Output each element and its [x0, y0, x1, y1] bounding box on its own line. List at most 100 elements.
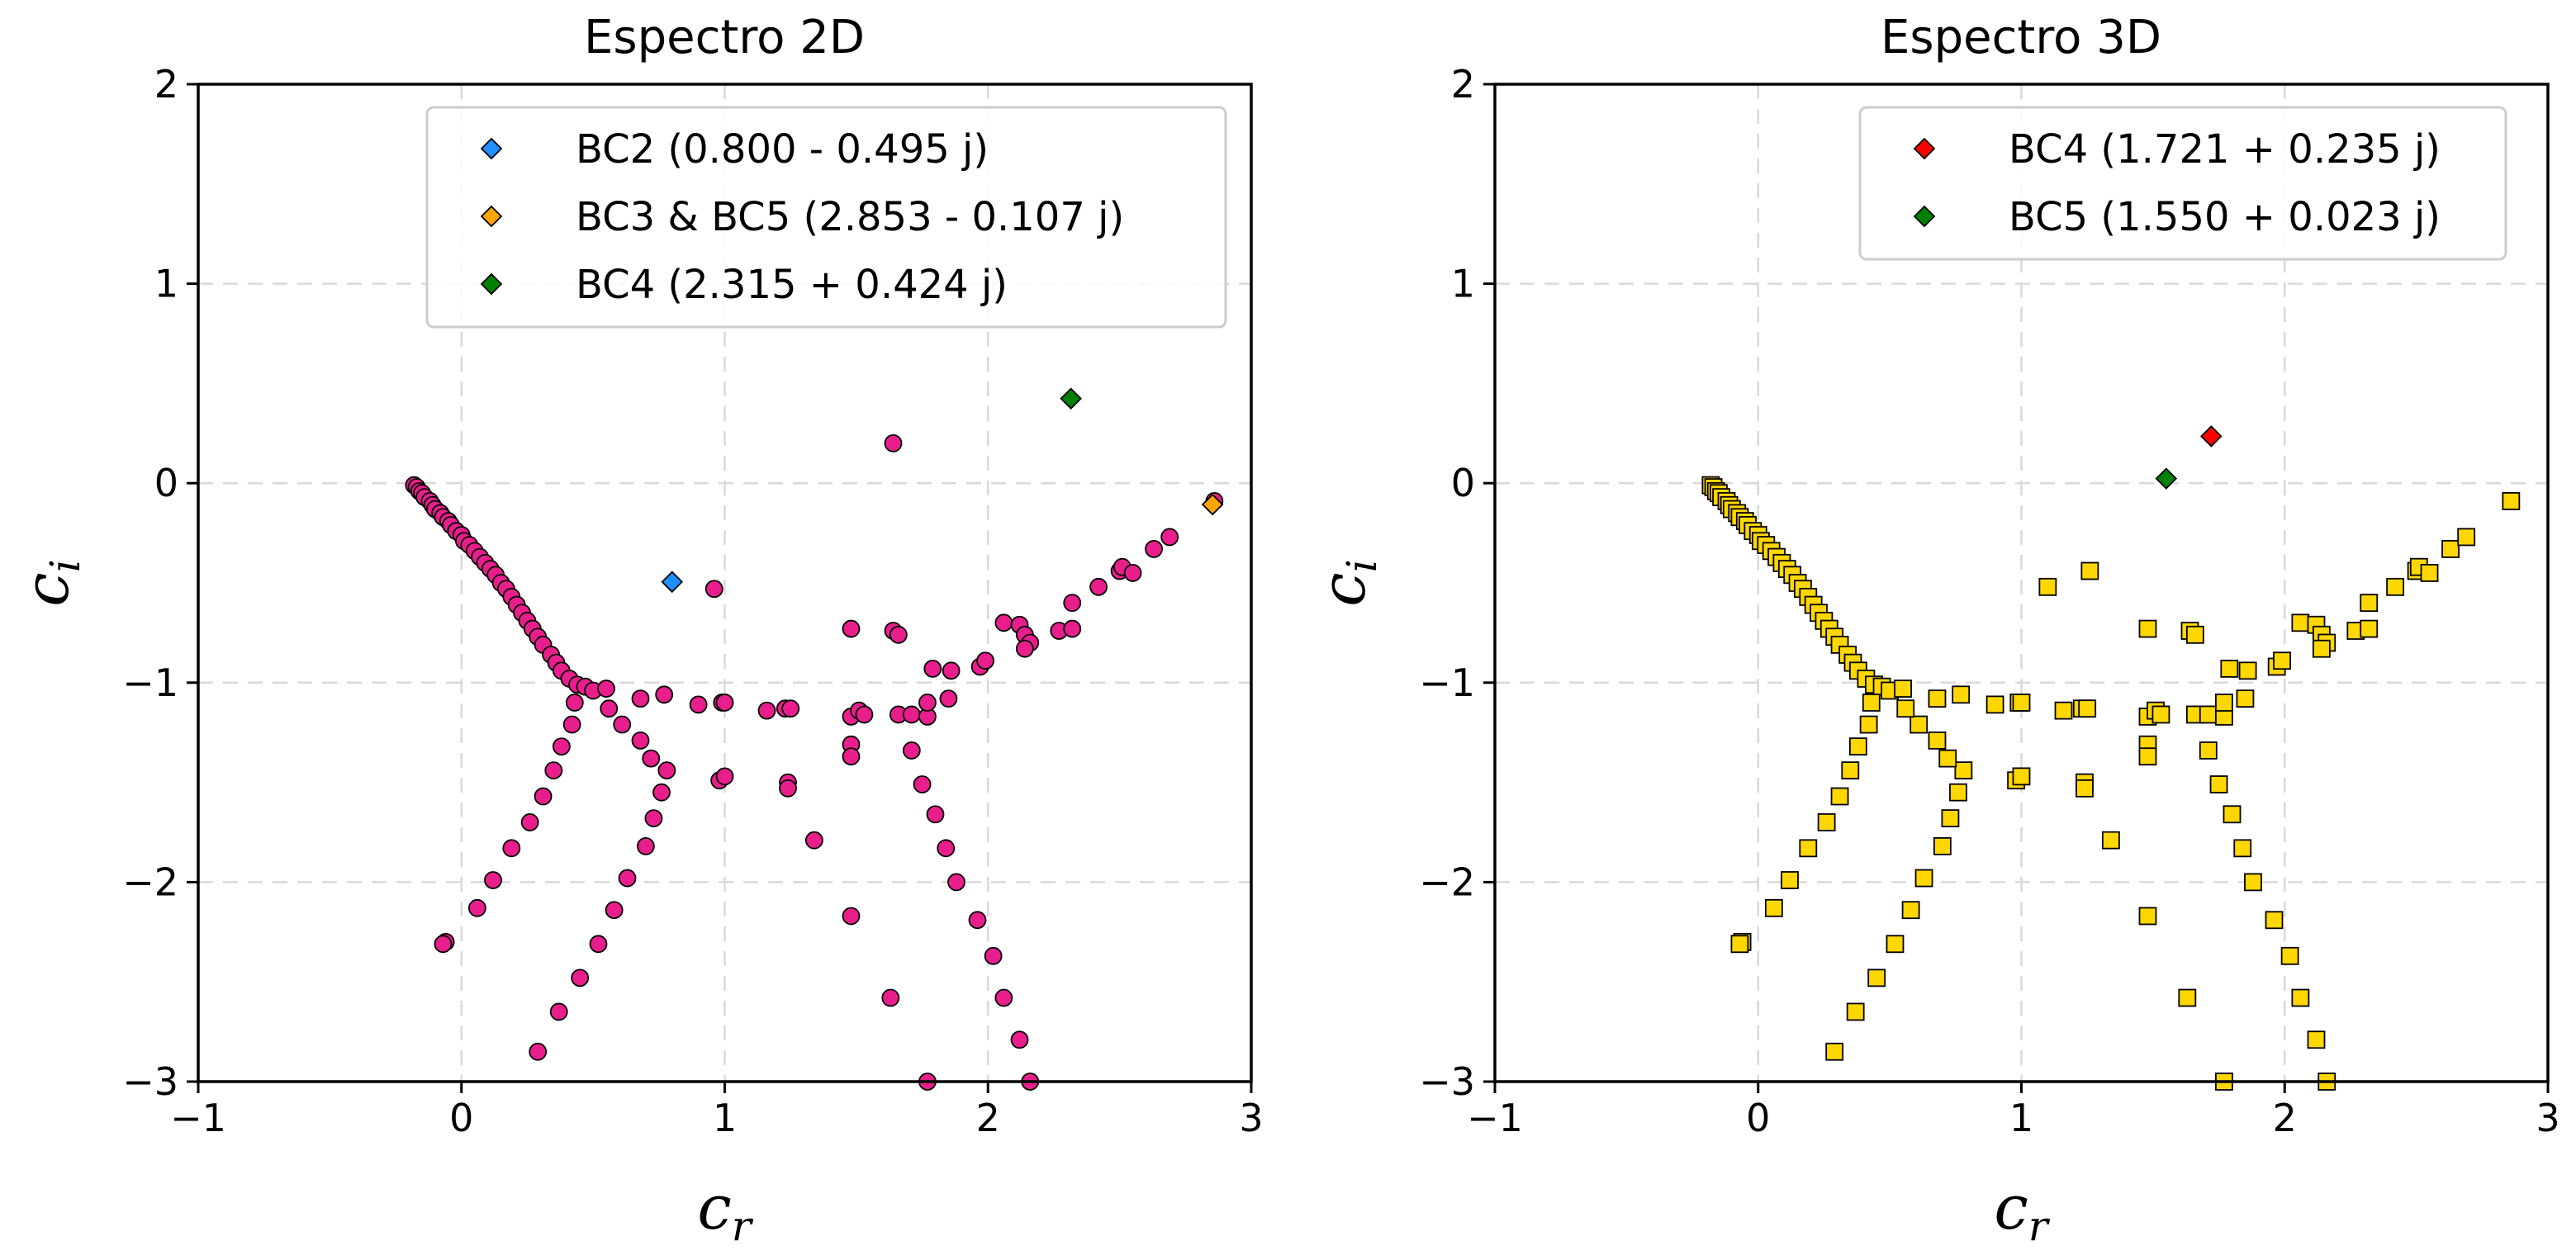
data-point [2291, 613, 2310, 632]
data-point [781, 699, 800, 718]
data-point [918, 694, 937, 712]
data-point [1830, 787, 1849, 806]
data-point [689, 695, 708, 714]
data-point [1015, 639, 1034, 658]
data-point [2138, 747, 2157, 766]
data-point [994, 613, 1013, 632]
legend: BC2 (0.800 - 0.495 j) BC3 & BC5 (2.853 - … [425, 106, 1227, 329]
data-point [1914, 869, 1933, 888]
data-point [842, 619, 861, 638]
data-point [1063, 619, 1082, 638]
data-point [2076, 779, 2094, 798]
data-point [984, 946, 1003, 965]
data-point [600, 699, 619, 718]
data-point [842, 907, 861, 926]
legend-entry: BC4 (2.315 + 0.424 j) [576, 262, 1008, 308]
data-point [1160, 528, 1179, 547]
highlight-marker [2155, 467, 2178, 490]
data-point [434, 935, 453, 954]
axis-ticks: −1 0 1 2 3 −3 −2 −1 0 1 2 [122, 62, 1263, 1140]
data-point [1846, 1002, 1865, 1021]
data-point [2244, 873, 2262, 892]
data-point [589, 935, 608, 954]
data-points [405, 387, 1224, 1091]
data-point [2280, 946, 2299, 965]
legend-box [1858, 106, 2507, 261]
data-point [947, 873, 965, 892]
data-point [1123, 564, 1142, 582]
data-point [1764, 898, 1783, 917]
legend-marker [480, 272, 503, 296]
data-point [889, 625, 908, 644]
data-point [467, 898, 486, 917]
x-tick-label: 2 [976, 1096, 1000, 1140]
data-point [2265, 911, 2284, 930]
data-point [2138, 907, 2157, 926]
data-point [2078, 699, 2097, 718]
data-point [1954, 761, 1973, 780]
data-point [631, 731, 650, 750]
data-point [2220, 659, 2239, 678]
data-point [902, 705, 921, 724]
data-point [644, 809, 663, 827]
data-point [2199, 705, 2218, 724]
data-point [1841, 761, 1860, 780]
data-point [529, 1042, 548, 1061]
data-point [2199, 741, 2218, 760]
data-point [2054, 701, 2073, 720]
data-point [2273, 651, 2291, 670]
y-tick-label: −2 [1419, 860, 1475, 904]
y-tick-label: −3 [1419, 1059, 1475, 1104]
data-point [1063, 594, 1082, 613]
data-point [642, 749, 661, 768]
data-point [636, 837, 655, 855]
data-point [2236, 689, 2255, 708]
legend-marker [1913, 205, 1936, 228]
chart-title: Espectro 3D [1881, 11, 2161, 64]
data-point [657, 761, 676, 780]
y-axis-label: ci [12, 559, 89, 606]
data-point [1145, 540, 1163, 558]
highlight-marker [2200, 425, 2223, 448]
data-point [2238, 661, 2257, 680]
data-point [1896, 699, 1915, 718]
data-point [2012, 694, 2031, 712]
data-point [1941, 809, 1960, 827]
data-point [2038, 577, 2057, 596]
data-point [1859, 715, 1878, 734]
x-tick-label: 1 [2009, 1096, 2033, 1140]
data-point [923, 659, 942, 678]
legend-marker [1913, 137, 1936, 160]
y-axis-label-subscript: i [1338, 559, 1386, 572]
x-tick-label: 0 [449, 1096, 473, 1140]
legend-box [425, 106, 1227, 329]
data-point [2012, 767, 2031, 786]
data-point [2151, 705, 2170, 724]
data-point [1010, 1030, 1029, 1049]
x-tick-label: 2 [2273, 1096, 2297, 1140]
legend-entry: BC4 (1.721 + 0.235 j) [2009, 126, 2441, 173]
data-point [1933, 837, 1952, 855]
legend-marker [480, 137, 503, 160]
data-point [2223, 805, 2242, 824]
x-axis-label-subscript: r [2028, 1202, 2051, 1250]
y-tick-label: 0 [154, 461, 178, 505]
data-point [757, 701, 776, 720]
x-axis-label: cr [697, 1172, 753, 1250]
data-point [884, 433, 903, 452]
data-point [779, 779, 797, 798]
data-point [1799, 839, 1818, 858]
data-point [534, 787, 553, 806]
data-point [502, 839, 521, 858]
data-point [562, 715, 581, 734]
data-point [994, 988, 1013, 1007]
data-point [2080, 561, 2099, 580]
data-point [1938, 749, 1957, 768]
data-point [2185, 625, 2204, 644]
data-point [2291, 988, 2310, 1007]
x-tick-label: 3 [1239, 1096, 1263, 1140]
data-points [1701, 425, 2521, 1091]
data-point [605, 901, 624, 920]
